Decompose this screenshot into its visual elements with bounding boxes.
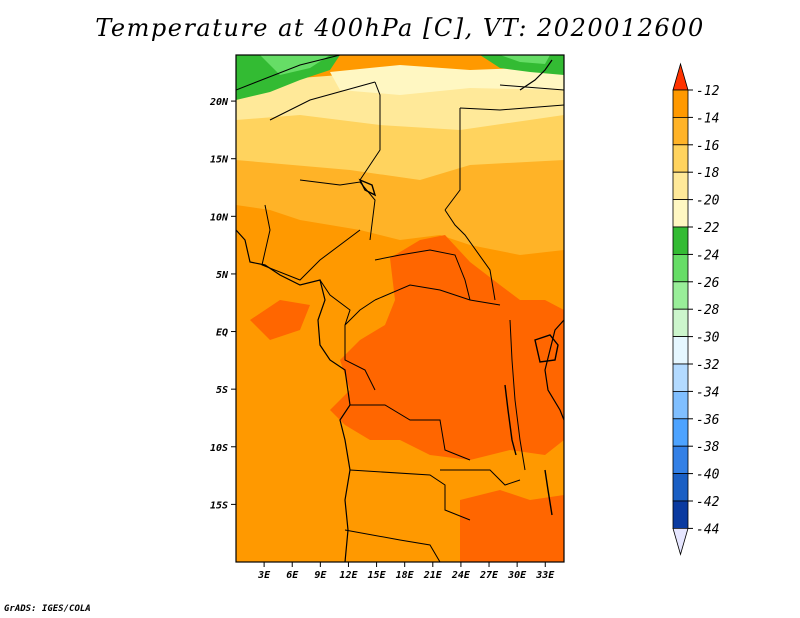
colorbar: -12 -14 -16 -18 -20 -22 -24 -26 -28 -30 -32 -34 -36 -… [672, 62, 720, 556]
temp-band-18-20 [236, 110, 564, 180]
border-algeria-niger [269, 81, 376, 121]
x-tick-label: 27E [479, 570, 499, 581]
border-egypt-sudan [444, 108, 461, 211]
border-east-lakes [509, 319, 526, 471]
coastline-east [544, 319, 564, 421]
border-nigeria [261, 204, 361, 281]
colorbar-bottom-arrow [672, 528, 689, 556]
colorbar-label: -20 [696, 194, 720, 209]
colorbar-label: -24 [696, 248, 719, 263]
colorbar-swatch [672, 226, 689, 255]
border-drc-north [374, 284, 501, 306]
temp-band-26-28 [260, 55, 330, 75]
colorbar-label: -28 [696, 303, 720, 318]
colorbar-swatch [672, 89, 689, 118]
border-zambia [440, 469, 521, 486]
colorbar-swatch [672, 445, 689, 475]
y-tick-label: 5S [216, 385, 228, 396]
colorbar-label: -26 [696, 276, 720, 291]
y-tick-label: 15S [210, 500, 228, 511]
y-tick-label: 5N [216, 270, 229, 281]
political-borders [236, 55, 564, 562]
x-tick-label: 15E [368, 570, 387, 581]
colorbar-swatch [672, 308, 689, 338]
border-angola-south [349, 469, 471, 521]
x-tick-label: 3E [257, 570, 271, 581]
colorbar-label: -18 [696, 166, 720, 181]
temp-band-24-26 [236, 55, 340, 100]
colorbar-label: -16 [696, 139, 720, 154]
border-sahara-east [459, 104, 564, 111]
colorbar-label: -34 [696, 385, 719, 400]
colorbar-swatch [672, 473, 689, 502]
lakes [358, 178, 559, 516]
border-cameroon [319, 279, 376, 326]
colorbar-label: -22 [696, 221, 720, 236]
x-tick-label: 21E [423, 570, 443, 581]
colorbar-swatch [672, 253, 689, 283]
colorbar-label: -14 [696, 111, 719, 126]
colorbar-swatch [672, 144, 689, 173]
border-horn [499, 84, 564, 91]
plot-area [236, 55, 564, 562]
coastline-redsea [519, 59, 553, 91]
border-car [374, 249, 471, 301]
temp-band-22-24 [330, 65, 564, 95]
colorbar-swatch [672, 117, 689, 146]
colorbar-label: -42 [696, 495, 720, 510]
temp-band-26-28-east [500, 55, 550, 64]
border-congo [344, 325, 376, 391]
temp-core-12-14-west [250, 300, 310, 340]
x-tick-label: 33E [535, 570, 555, 581]
colorbar-top-arrow [672, 62, 689, 91]
temp-core-12-14 [330, 235, 564, 460]
border-libya-chad [359, 81, 381, 181]
y-tick-label: EQ [216, 328, 228, 339]
temp-band-16-18 [236, 150, 564, 255]
grads-credit: GrADS: IGES/COLA [4, 604, 91, 614]
temp-core-12-14-south [460, 490, 564, 562]
colorbar-label: -38 [696, 440, 720, 455]
colorbar-swatch [672, 500, 689, 529]
colorbar-swatch [672, 418, 689, 447]
x-tick-label: 30E [507, 570, 527, 581]
y-tick-label: 20N [209, 97, 229, 108]
colorbar-label: -30 [696, 331, 720, 346]
colorbar-label: -32 [696, 358, 720, 373]
border-namibia [344, 529, 441, 562]
border-niger-chad [299, 179, 376, 241]
x-tick-label: 18E [396, 570, 415, 581]
colorbar-swatch [672, 390, 689, 420]
y-tick-label: 10N [210, 212, 229, 223]
border-drc-angola [350, 404, 471, 461]
y-tick-label: 10S [210, 443, 228, 454]
x-tick-label: 9E [314, 570, 327, 581]
colorbar-swatch [672, 281, 689, 310]
border-chad-sudan [444, 209, 496, 301]
x-tick-label: 24E [451, 570, 471, 581]
colorbar-swatch [672, 171, 689, 200]
y-tick-label: 15N [210, 155, 229, 166]
axis-ticks: 3E 6E 9E 12E 15E 18E 21E 24E 27E 30E 33E 20N 15N 10N 5… [209, 97, 555, 581]
colorbar-label: -36 [696, 413, 720, 428]
colorbar-label: -44 [696, 522, 719, 537]
lake-victoria [534, 334, 559, 363]
colorbar-label: -12 [696, 84, 720, 99]
colorbar-swatch [672, 363, 689, 392]
lake-malawi [544, 469, 553, 516]
colorbar-swatch [672, 199, 689, 228]
x-tick-label: 6E [286, 570, 299, 581]
colorbar-label: -40 [696, 468, 720, 483]
border-libya-algeria [236, 55, 341, 91]
colorbar-swatch [672, 336, 689, 365]
plot-frame [235, 54, 565, 563]
lake-tanganyika [504, 384, 517, 456]
lake-chad [358, 178, 377, 197]
x-tick-label: 12E [339, 570, 358, 581]
chart-title: Temperature at 400hPa [C], VT: 202001260… [95, 14, 705, 42]
